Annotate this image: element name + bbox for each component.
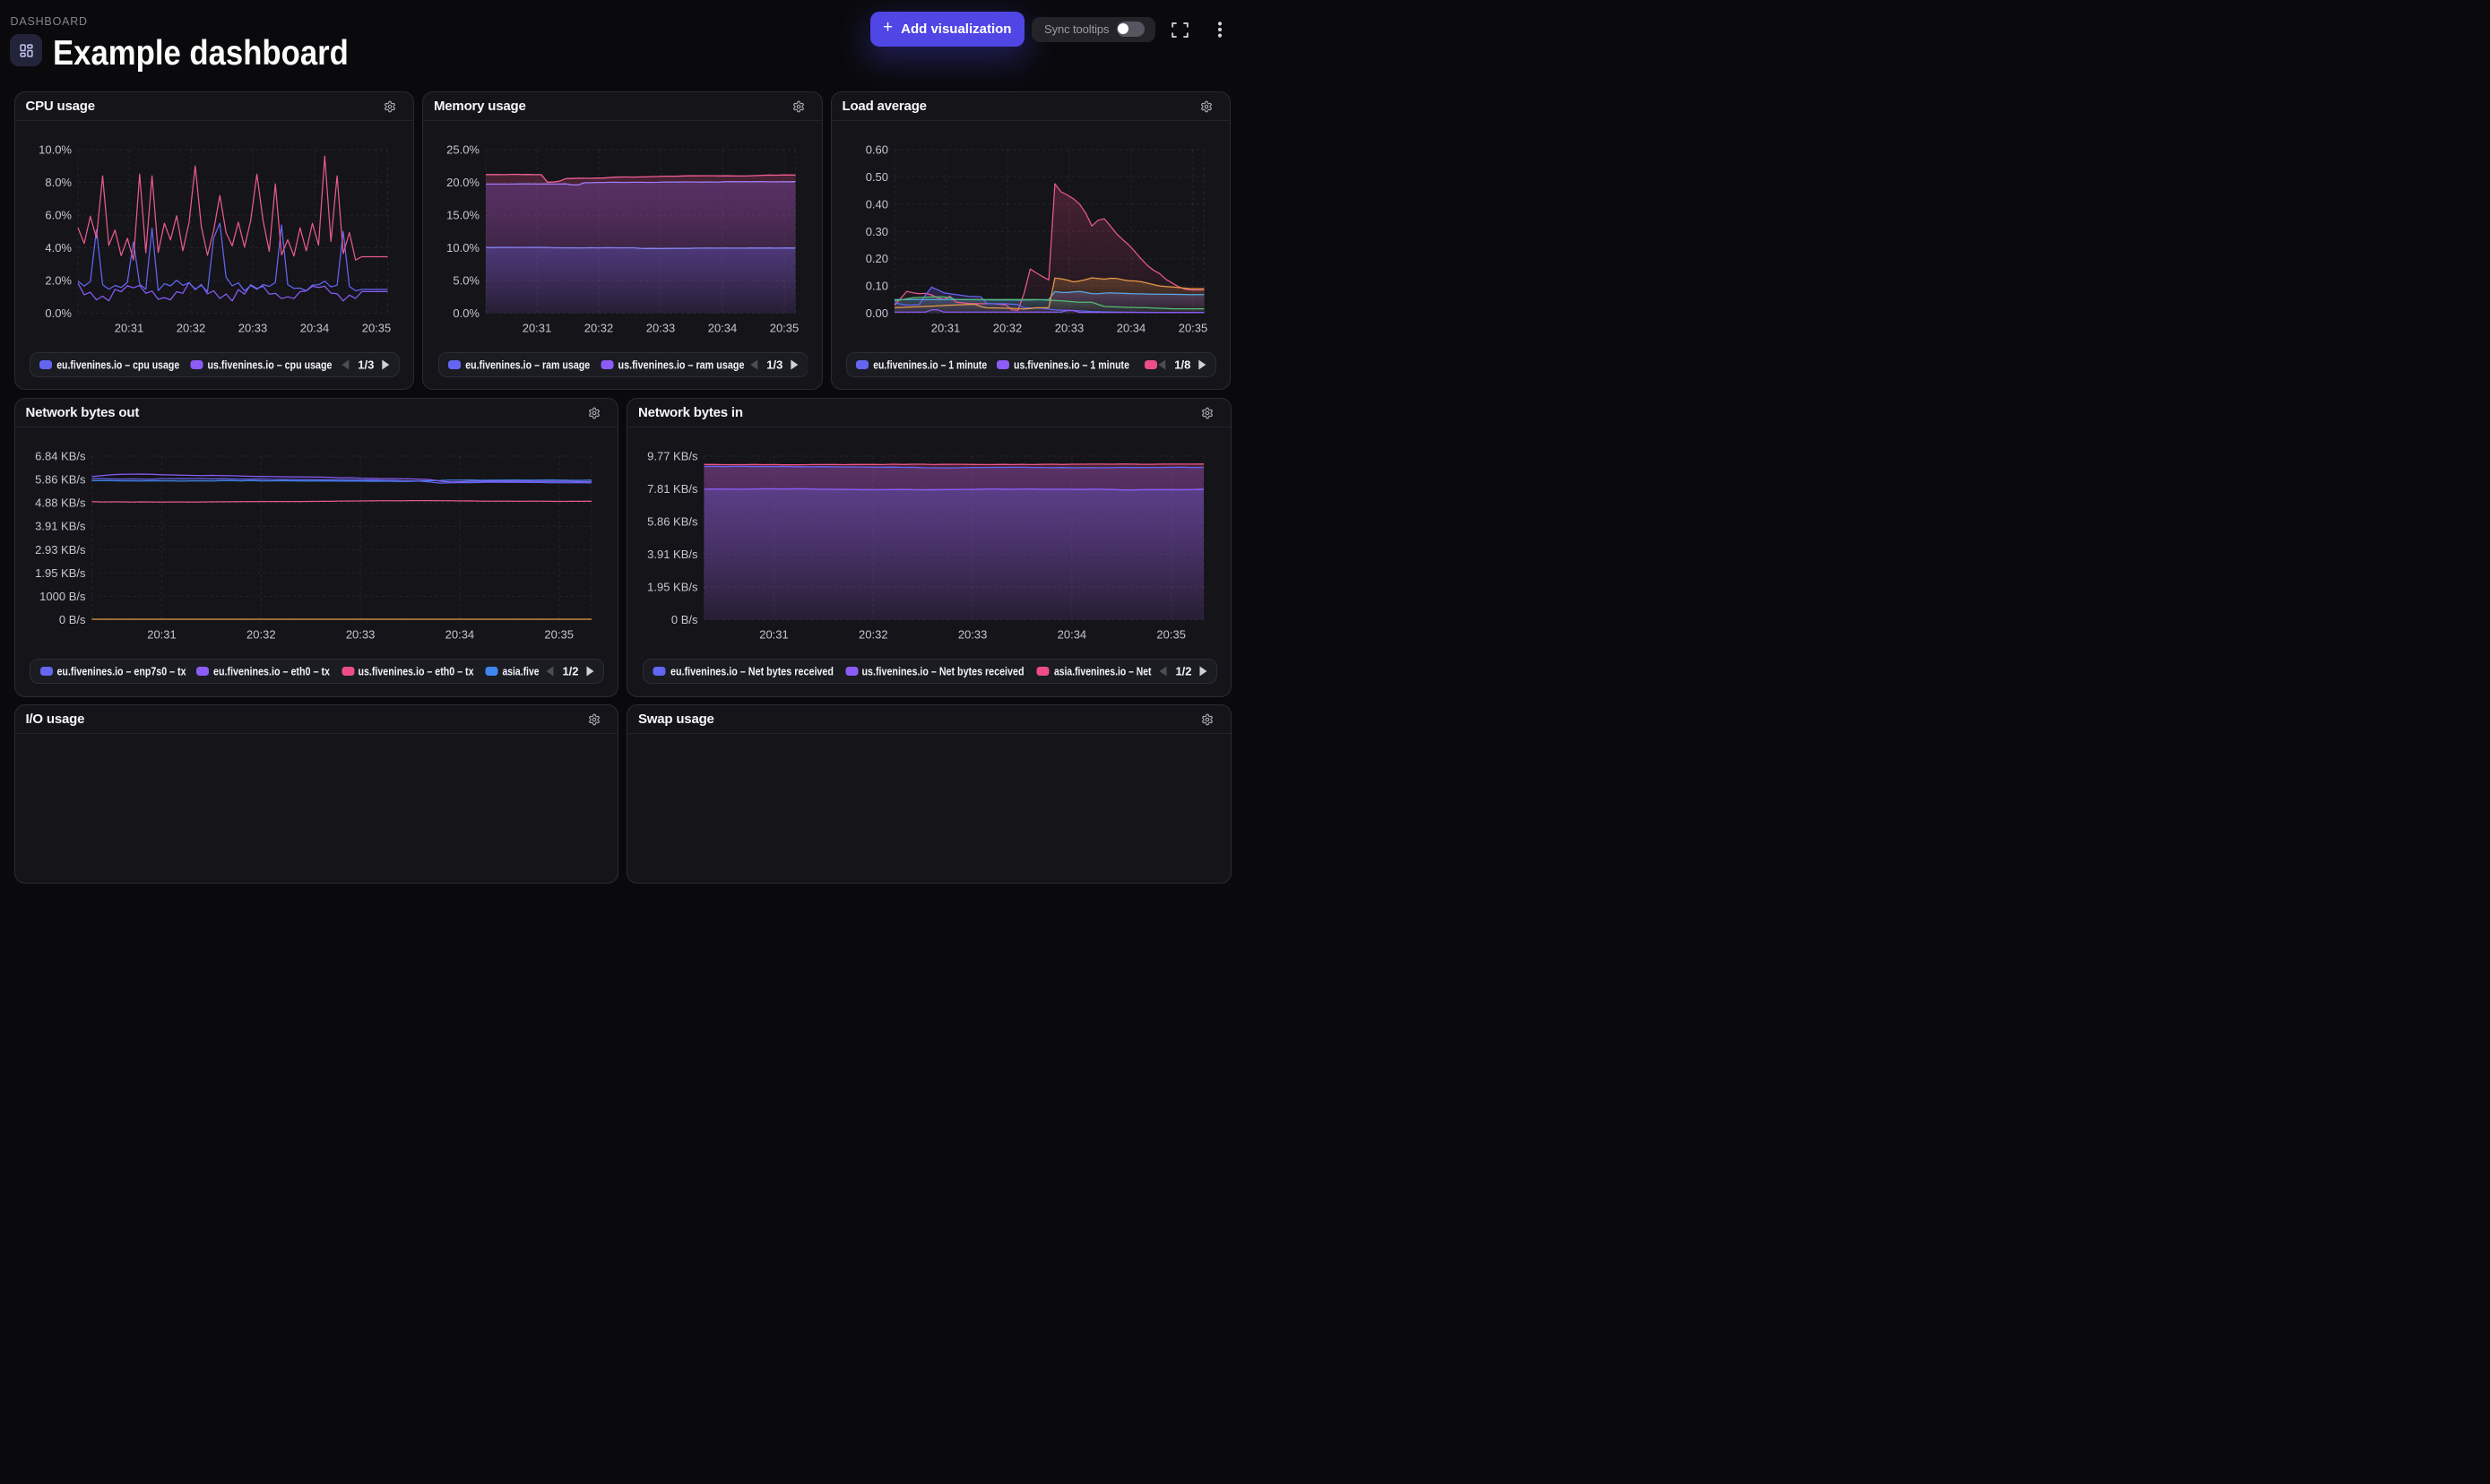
svg-text:20:32: 20:32 xyxy=(176,322,205,335)
svg-text:10.0%: 10.0% xyxy=(446,241,480,255)
svg-text:asia.fivenines.io – Net: asia.fivenines.io – Net xyxy=(1054,665,1152,678)
svg-text:20:32: 20:32 xyxy=(992,322,1022,335)
svg-text:us.fivenines.io – cpu usage: us.fivenines.io – cpu usage xyxy=(207,358,332,372)
svg-text:5.86 KB/s: 5.86 KB/s xyxy=(35,473,86,487)
svg-text:0.60: 0.60 xyxy=(865,143,887,157)
svg-text:20:31: 20:31 xyxy=(114,322,143,335)
svg-text:20:35: 20:35 xyxy=(770,322,800,335)
svg-text:eu.fivenines.io – 1 minute: eu.fivenines.io – 1 minute xyxy=(873,358,987,372)
svg-text:2.93 KB/s: 2.93 KB/s xyxy=(35,543,86,556)
svg-text:1/2: 1/2 xyxy=(562,665,578,678)
svg-text:us.fivenines.io – eth0 – tx: us.fivenines.io – eth0 – tx xyxy=(359,665,475,678)
svg-text:0.00: 0.00 xyxy=(865,306,887,320)
svg-text:4.0%: 4.0% xyxy=(45,241,72,255)
svg-text:us.fivenines.io – Net bytes re: us.fivenines.io – Net bytes received xyxy=(861,665,1024,678)
svg-text:6.0%: 6.0% xyxy=(45,209,72,222)
svg-text:20:31: 20:31 xyxy=(523,322,552,335)
svg-text:20:35: 20:35 xyxy=(1156,628,1186,642)
svg-text:7.81 KB/s: 7.81 KB/s xyxy=(647,482,698,496)
svg-text:20:31: 20:31 xyxy=(930,322,960,335)
svg-text:0.0%: 0.0% xyxy=(453,306,480,320)
svg-text:0.10: 0.10 xyxy=(865,280,887,293)
svg-text:0 B/s: 0 B/s xyxy=(58,613,85,626)
svg-text:asia.five: asia.five xyxy=(503,665,540,678)
svg-text:20:34: 20:34 xyxy=(708,322,738,335)
svg-text:0.40: 0.40 xyxy=(865,197,887,211)
svg-text:1/3: 1/3 xyxy=(766,358,782,372)
svg-text:20:34: 20:34 xyxy=(445,628,474,642)
svg-text:20:32: 20:32 xyxy=(859,628,888,642)
svg-text:20:35: 20:35 xyxy=(544,628,574,642)
svg-text:us.fivenines.io – ram usage: us.fivenines.io – ram usage xyxy=(618,358,744,372)
svg-text:2.0%: 2.0% xyxy=(45,274,72,288)
svg-text:0.50: 0.50 xyxy=(865,170,887,184)
svg-text:20:33: 20:33 xyxy=(646,322,676,335)
svg-text:20:32: 20:32 xyxy=(246,628,276,642)
svg-text:20:34: 20:34 xyxy=(1116,322,1146,335)
svg-text:5.0%: 5.0% xyxy=(453,274,480,288)
svg-text:1/8: 1/8 xyxy=(1174,358,1190,372)
svg-text:eu.fivenines.io – eth0 – tx: eu.fivenines.io – eth0 – tx xyxy=(213,665,331,678)
svg-text:0.0%: 0.0% xyxy=(45,306,72,320)
svg-text:eu.fivenines.io – Net bytes re: eu.fivenines.io – Net bytes received xyxy=(670,665,834,678)
svg-text:8.0%: 8.0% xyxy=(45,176,72,189)
svg-text:1/3: 1/3 xyxy=(358,358,374,372)
svg-text:20:31: 20:31 xyxy=(759,628,789,642)
svg-text:0.30: 0.30 xyxy=(865,225,887,238)
svg-text:us.fivenines.io – 1 minute: us.fivenines.io – 1 minute xyxy=(1014,358,1129,372)
svg-text:25.0%: 25.0% xyxy=(446,143,480,157)
svg-text:10.0%: 10.0% xyxy=(39,143,72,157)
svg-text:20:33: 20:33 xyxy=(1054,322,1084,335)
svg-text:6.84 KB/s: 6.84 KB/s xyxy=(35,450,86,463)
svg-text:1000 B/s: 1000 B/s xyxy=(39,590,86,603)
svg-text:1/2: 1/2 xyxy=(1175,665,1191,678)
svg-text:1.95 KB/s: 1.95 KB/s xyxy=(35,566,86,580)
svg-text:4.88 KB/s: 4.88 KB/s xyxy=(35,496,86,510)
svg-text:0 B/s: 0 B/s xyxy=(671,613,698,626)
svg-text:20.0%: 20.0% xyxy=(446,176,480,189)
svg-text:20:35: 20:35 xyxy=(1178,322,1207,335)
svg-text:20:34: 20:34 xyxy=(299,322,329,335)
svg-text:1.95 KB/s: 1.95 KB/s xyxy=(647,581,698,594)
svg-text:15.0%: 15.0% xyxy=(446,209,480,222)
svg-text:20:35: 20:35 xyxy=(361,322,391,335)
svg-text:20:31: 20:31 xyxy=(147,628,177,642)
svg-text:20:32: 20:32 xyxy=(584,322,614,335)
svg-text:3.91 KB/s: 3.91 KB/s xyxy=(35,520,86,533)
svg-text:3.91 KB/s: 3.91 KB/s xyxy=(647,548,698,561)
svg-text:eu.fivenines.io – enp7s0 – tx: eu.fivenines.io – enp7s0 – tx xyxy=(57,665,187,678)
svg-text:20:34: 20:34 xyxy=(1058,628,1087,642)
svg-text:20:33: 20:33 xyxy=(958,628,988,642)
svg-text:0.20: 0.20 xyxy=(865,252,887,265)
svg-text:20:33: 20:33 xyxy=(345,628,375,642)
svg-text:eu.fivenines.io – ram usage: eu.fivenines.io – ram usage xyxy=(465,358,590,372)
svg-text:9.77 KB/s: 9.77 KB/s xyxy=(647,450,698,463)
svg-text:eu.fivenines.io – cpu usage: eu.fivenines.io – cpu usage xyxy=(56,358,179,372)
svg-text:20:33: 20:33 xyxy=(238,322,267,335)
svg-text:5.86 KB/s: 5.86 KB/s xyxy=(647,515,698,529)
